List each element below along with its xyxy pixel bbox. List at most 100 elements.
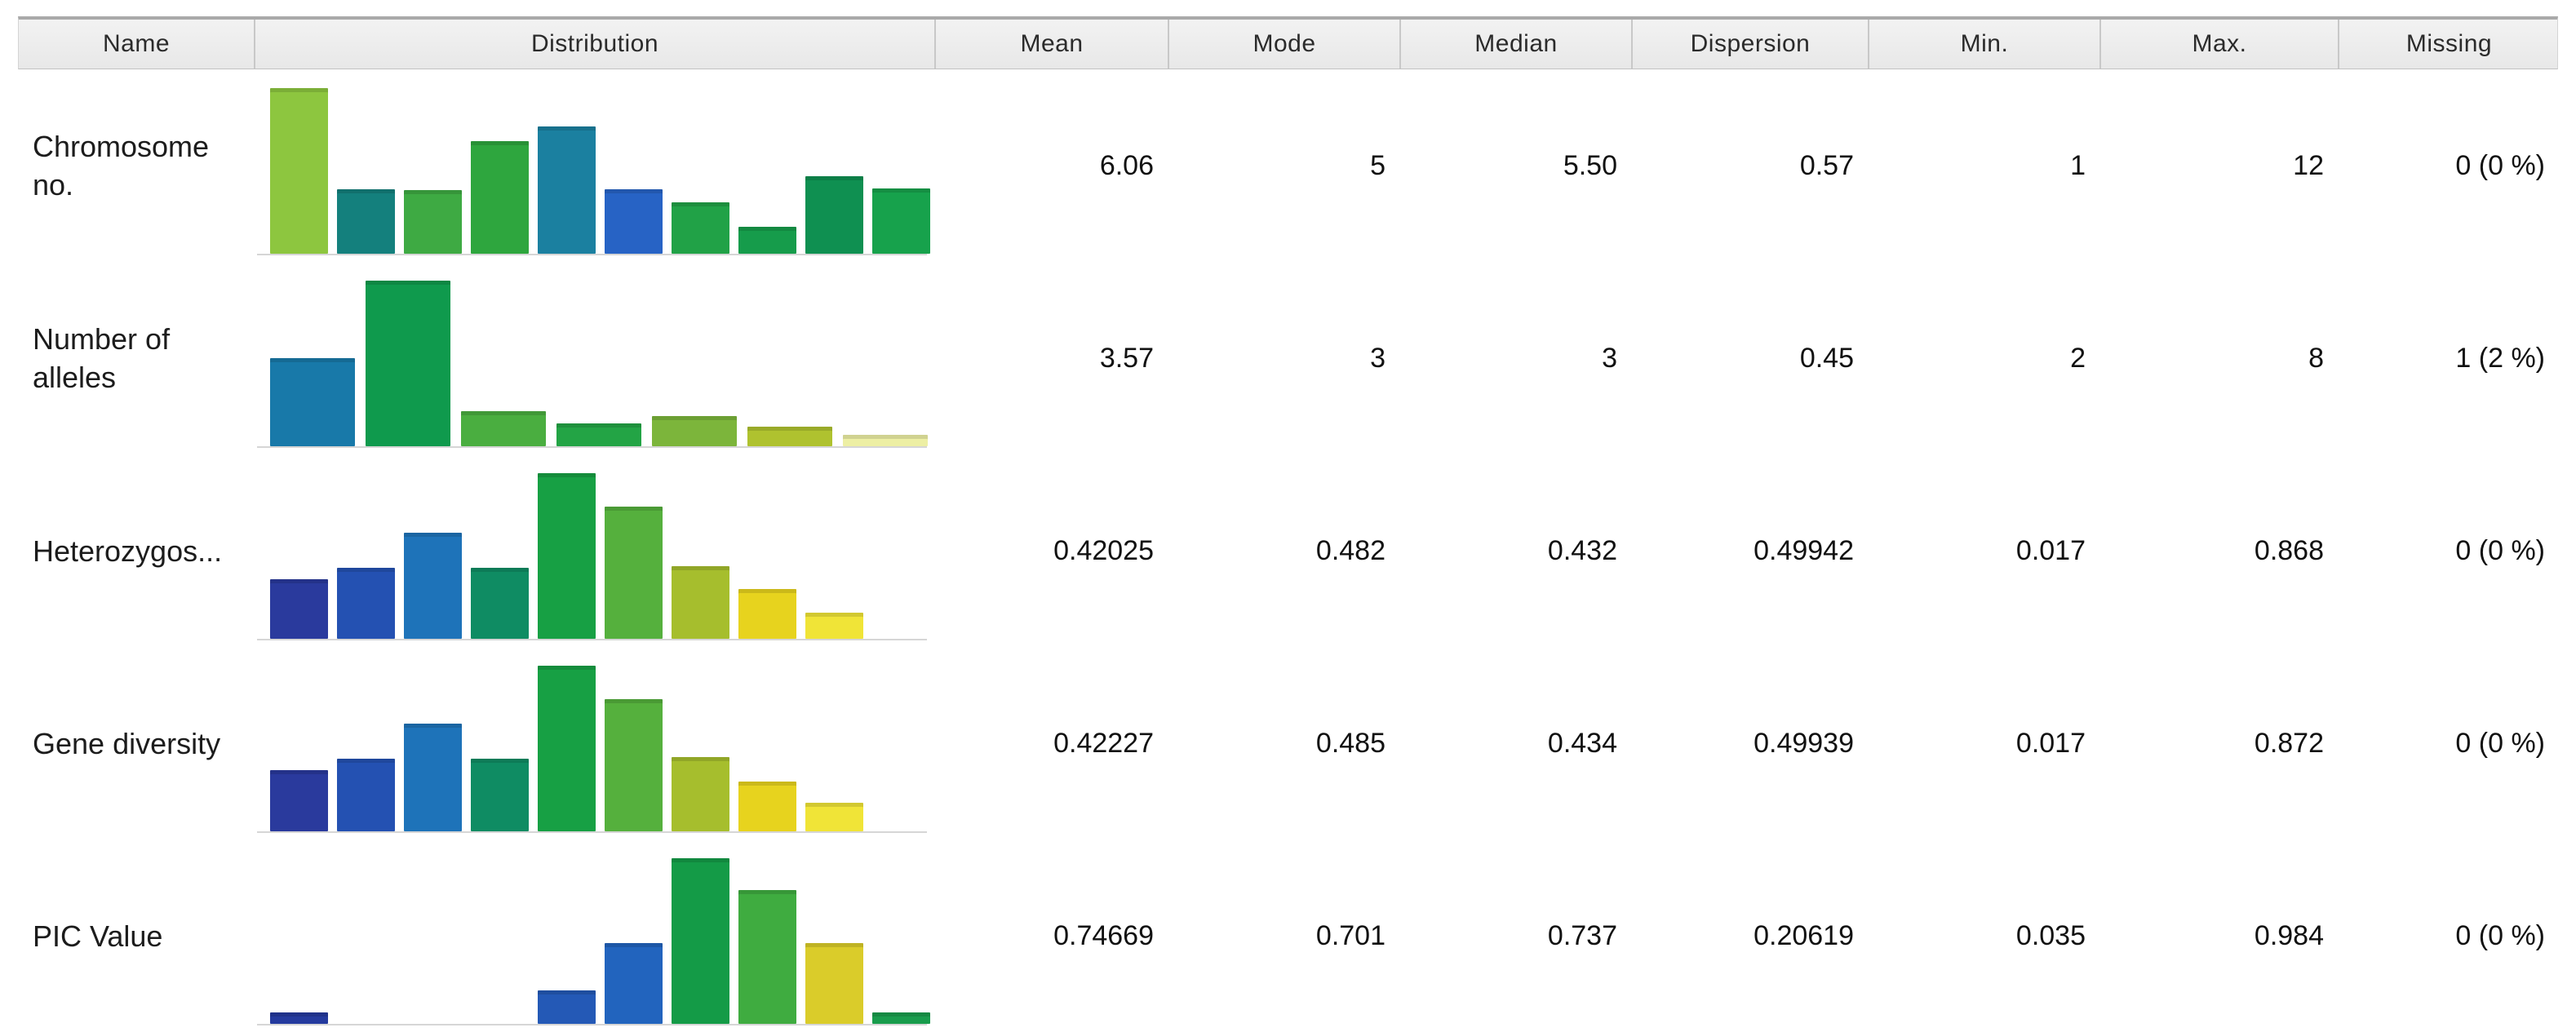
value-mean: 0.42025 [1053, 534, 1154, 566]
column-header-mean[interactable]: Mean [934, 20, 1168, 69]
value-median: 5.50 [1563, 149, 1617, 181]
value-median: 3 [1602, 342, 1617, 374]
value-dispersion: 0.57 [1799, 149, 1854, 181]
value-median: 0.432 [1547, 534, 1617, 566]
value-dispersion: 0.45 [1799, 342, 1854, 374]
histogram-bar [872, 188, 930, 254]
histogram-bar [471, 759, 529, 831]
histogram-bar [471, 568, 529, 639]
histogram-bar [738, 890, 796, 1024]
histogram-bar [270, 579, 328, 639]
column-header-mode[interactable]: Mode [1168, 20, 1399, 69]
histogram-bar [404, 533, 462, 639]
histogram-bar [672, 757, 729, 831]
histogram-bar [471, 141, 529, 254]
histogram-bar [538, 990, 596, 1024]
value-mode: 0.701 [1315, 919, 1386, 951]
value-mode: 0.482 [1315, 534, 1386, 566]
histogram-bars [270, 666, 863, 831]
column-header-min[interactable]: Min. [1868, 20, 2099, 69]
table-row[interactable]: Chromosome no. 6.06 5 5.50 0.57 1 12 0 (0 %) [18, 69, 2558, 262]
histogram-baseline [257, 446, 927, 448]
histogram-bar [672, 202, 729, 254]
value-mode: 5 [1370, 149, 1386, 181]
value-median: 0.434 [1547, 727, 1617, 759]
value-dispersion: 0.20619 [1754, 919, 1854, 951]
histogram-bar [270, 770, 328, 831]
table-row[interactable]: Number of alleles 3.57 3 3 0.45 2 8 1 (2 %) [18, 262, 2558, 454]
column-header-distribution[interactable]: Distribution [254, 20, 934, 69]
histogram-baseline [257, 1024, 927, 1025]
value-median: 0.737 [1547, 919, 1617, 951]
histogram-bar [337, 759, 395, 831]
distribution-histogram [253, 647, 933, 839]
histogram-bar [404, 190, 462, 254]
histogram-bar [872, 1012, 930, 1024]
histogram-bar [337, 189, 395, 254]
histogram-bars [270, 858, 930, 1024]
table-header: Name Distribution Mean Mode Median Dispe… [18, 16, 2558, 69]
value-missing: 1 (2 %) [2455, 342, 2545, 374]
histogram-bar [738, 589, 796, 639]
feature-name: Number of alleles [33, 322, 171, 394]
column-header-dispersion[interactable]: Dispersion [1631, 20, 1868, 69]
feature-name: Chromosome no. [33, 130, 210, 202]
column-header-max[interactable]: Max. [2099, 20, 2338, 69]
value-missing: 0 (0 %) [2455, 919, 2545, 951]
feature-name: PIC Value [33, 919, 163, 953]
histogram-bar [672, 858, 729, 1024]
histogram-bar [461, 411, 546, 446]
histogram-bar [538, 126, 596, 254]
value-mode: 3 [1370, 342, 1386, 374]
table-row[interactable]: PIC Value 0.74669 0.701 0.737 0.20619 0.035 0.… [18, 839, 2558, 1032]
table-body: Chromosome no. 6.06 5 5.50 0.57 1 12 0 (0 %) Num… [18, 69, 2558, 1032]
value-min: 2 [2070, 342, 2086, 374]
histogram-bar [805, 803, 863, 831]
distribution-histogram [253, 839, 933, 1032]
histogram-baseline [257, 254, 927, 255]
value-min: 1 [2070, 149, 2086, 181]
histogram-bar [605, 943, 663, 1024]
value-mode: 0.485 [1315, 727, 1386, 759]
value-dispersion: 0.49939 [1754, 727, 1854, 759]
value-missing: 0 (0 %) [2455, 534, 2545, 566]
value-max: 0.868 [2254, 534, 2324, 566]
histogram-bar [337, 568, 395, 639]
distribution-histogram [253, 262, 933, 454]
histogram-bar [538, 473, 596, 639]
value-mean: 0.42227 [1053, 727, 1154, 759]
histogram-bar [652, 416, 737, 446]
histogram-bar [805, 613, 863, 639]
histogram-bar [556, 423, 641, 446]
value-min: 0.035 [2015, 919, 2086, 951]
histogram-bars [270, 473, 863, 639]
value-missing: 0 (0 %) [2455, 149, 2545, 181]
column-header-name[interactable]: Name [102, 30, 171, 57]
value-mean: 3.57 [1099, 342, 1154, 374]
column-header-median[interactable]: Median [1399, 20, 1631, 69]
histogram-bar [738, 782, 796, 831]
value-mean: 6.06 [1099, 149, 1154, 181]
feature-name: Gene diversity [33, 726, 221, 760]
histogram-bar [270, 88, 328, 254]
histogram-bar [843, 435, 928, 446]
histogram-bars [270, 88, 930, 254]
table-row[interactable]: Gene diversity 0.42227 0.485 0.434 0.49939 0.… [18, 647, 2558, 839]
distribution-histogram [253, 454, 933, 647]
value-missing: 0 (0 %) [2455, 727, 2545, 759]
value-min: 0.017 [2015, 727, 2086, 759]
histogram-bar [747, 427, 832, 446]
histogram-bar [270, 1012, 328, 1024]
histogram-bars [270, 281, 928, 446]
column-header-missing[interactable]: Missing [2338, 20, 2559, 69]
table-row[interactable]: Heterozygos... 0.42025 0.482 0.432 0.49942 0.… [18, 454, 2558, 647]
histogram-bar [805, 943, 863, 1024]
value-max: 0.984 [2254, 919, 2324, 951]
histogram-bar [805, 176, 863, 254]
histogram-bar [605, 699, 663, 831]
histogram-bar [366, 281, 450, 446]
histogram-baseline [257, 831, 927, 833]
value-max: 8 [2308, 342, 2324, 374]
value-min: 0.017 [2015, 534, 2086, 566]
feature-statistics-table: Name Distribution Mean Mode Median Dispe… [18, 16, 2558, 1032]
